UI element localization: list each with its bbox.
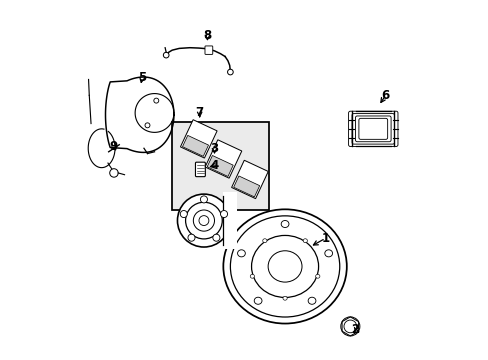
Circle shape <box>187 234 195 241</box>
Polygon shape <box>207 156 233 176</box>
Circle shape <box>163 52 169 58</box>
Text: 3: 3 <box>210 142 218 155</box>
Ellipse shape <box>267 251 302 282</box>
Circle shape <box>180 211 187 217</box>
Circle shape <box>212 234 220 241</box>
FancyBboxPatch shape <box>348 111 397 147</box>
Ellipse shape <box>281 220 288 228</box>
Circle shape <box>185 202 222 239</box>
Text: 2: 2 <box>351 323 359 337</box>
Ellipse shape <box>303 239 307 243</box>
FancyBboxPatch shape <box>358 118 387 139</box>
FancyBboxPatch shape <box>355 116 390 142</box>
FancyBboxPatch shape <box>204 46 212 54</box>
Ellipse shape <box>250 274 254 278</box>
Circle shape <box>200 196 207 203</box>
Ellipse shape <box>251 235 318 297</box>
Circle shape <box>193 210 214 231</box>
Circle shape <box>340 317 359 336</box>
Ellipse shape <box>283 296 286 300</box>
FancyBboxPatch shape <box>195 162 205 177</box>
Text: 6: 6 <box>381 89 389 102</box>
Circle shape <box>109 169 118 177</box>
Text: 4: 4 <box>210 159 218 172</box>
Ellipse shape <box>315 274 319 278</box>
Polygon shape <box>231 160 268 199</box>
FancyBboxPatch shape <box>223 192 237 249</box>
Text: 8: 8 <box>203 29 211 42</box>
Circle shape <box>177 194 230 247</box>
FancyBboxPatch shape <box>351 114 394 144</box>
Bar <box>172 122 269 210</box>
Ellipse shape <box>262 239 266 243</box>
Circle shape <box>343 320 356 333</box>
Ellipse shape <box>324 250 332 257</box>
Text: 7: 7 <box>195 107 203 120</box>
Polygon shape <box>233 176 259 197</box>
Ellipse shape <box>223 209 346 324</box>
Text: 9: 9 <box>110 140 118 153</box>
Ellipse shape <box>230 216 339 317</box>
Ellipse shape <box>307 297 315 304</box>
Ellipse shape <box>254 297 262 304</box>
Text: 5: 5 <box>138 71 146 84</box>
Circle shape <box>227 69 233 75</box>
Text: 1: 1 <box>321 232 329 245</box>
Circle shape <box>199 216 208 225</box>
Polygon shape <box>182 135 208 156</box>
Polygon shape <box>205 140 241 178</box>
Polygon shape <box>180 120 217 158</box>
Circle shape <box>220 211 227 217</box>
Ellipse shape <box>237 250 245 257</box>
